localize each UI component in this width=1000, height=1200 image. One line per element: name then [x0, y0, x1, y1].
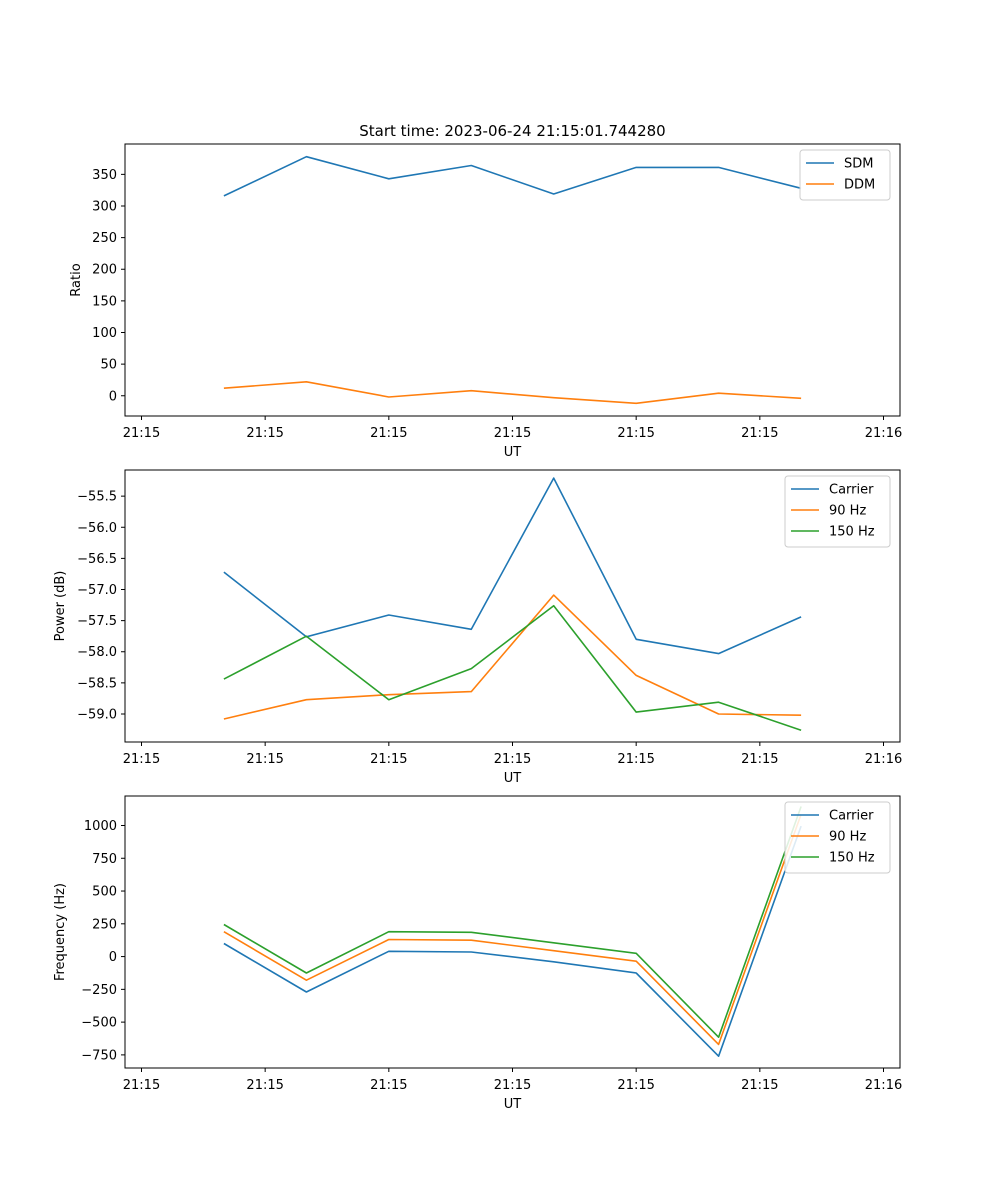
series-line-carrier [223, 477, 802, 655]
x-tick-label: 21:15 [246, 1078, 283, 1093]
x-tick-label: 21:15 [370, 752, 407, 767]
x-tick-label: 21:15 [741, 752, 778, 767]
series-line-90-hz [223, 594, 802, 720]
y-tick-label: −250 [81, 983, 117, 998]
legend-box [784, 475, 891, 548]
y-tick-label: −59.0 [77, 707, 117, 722]
legend: Carrier 90 Hz 150 Hz [784, 475, 891, 548]
y-tick-label: 200 [92, 263, 117, 278]
x-tick-label: 21:15 [246, 426, 283, 441]
y-tick-label: −58.5 [77, 676, 117, 691]
y-tick-label: −500 [81, 1016, 117, 1031]
y-tick-label: −57.0 [77, 583, 117, 598]
y-tick-label: 0 [109, 950, 117, 965]
y-tick-label: 350 [92, 168, 117, 183]
x-tick-label: 21:15 [741, 1078, 778, 1093]
x-axis-label: UT [504, 771, 522, 786]
y-tick-label: −57.5 [77, 614, 117, 629]
y-tick-label: −56.0 [77, 521, 117, 536]
legend-label: 90 Hz [829, 504, 866, 519]
series-line-150-hz [223, 604, 802, 731]
x-tick-label: 21:15 [370, 1078, 407, 1093]
x-tick-label: 21:15 [246, 752, 283, 767]
series-line-90-hz [223, 814, 802, 1046]
y-tick-label: 150 [92, 294, 117, 309]
chart-panel-1: 21:15 21:15 21:15 21:15 21:15 21:15 21:16 UT 0 50… [69, 143, 902, 460]
series-line-ddm [223, 380, 802, 405]
y-axis-label: Power (dB) [53, 571, 68, 642]
chart-panel-2: 21:15 21:15 21:15 21:15 21:15 21:15 21:16 UT −59… [53, 469, 902, 786]
x-tick-label: 21:16 [865, 426, 902, 441]
x-tick-label: 21:15 [617, 426, 654, 441]
y-tick-label: 750 [92, 852, 117, 867]
y-tick-label: −55.5 [77, 490, 117, 505]
legend-label: 150 Hz [829, 851, 875, 866]
series-line-150-hz [223, 806, 802, 1038]
y-tick-label: 100 [92, 326, 117, 341]
x-tick-label: 21:15 [617, 752, 654, 767]
legend-label: Carrier [829, 809, 874, 824]
y-tick-label: 250 [92, 917, 117, 932]
y-tick-label: 1000 [84, 819, 117, 834]
legend-label: Carrier [829, 483, 874, 498]
chart-panel-3: 21:15 21:15 21:15 21:15 21:15 21:15 21:16 UT −75… [53, 795, 902, 1112]
legend-box [784, 801, 891, 874]
y-tick-label: 0 [109, 389, 117, 404]
x-tick-label: 21:15 [494, 426, 531, 441]
legend: Carrier 90 Hz 150 Hz [784, 801, 891, 874]
y-tick-label: −56.5 [77, 552, 117, 567]
y-axis-label: Frequency (Hz) [53, 883, 68, 981]
x-tick-label: 21:16 [865, 752, 902, 767]
x-tick-label: 21:15 [617, 1078, 654, 1093]
y-tick-label: 300 [92, 199, 117, 214]
series-line-sdm [223, 155, 802, 197]
y-tick-label: 50 [100, 358, 117, 373]
x-tick-label: 21:15 [370, 426, 407, 441]
y-axis-label: Ratio [69, 263, 84, 296]
legend-label: DDM [844, 178, 875, 193]
x-tick-label: 21:15 [494, 752, 531, 767]
legend: SDM DDM [799, 149, 891, 201]
x-tick-label: 21:15 [494, 1078, 531, 1093]
legend-label: SDM [844, 157, 873, 172]
x-axis-label: UT [504, 1097, 522, 1112]
x-axis-label: UT [504, 445, 522, 460]
x-tick-label: 21:16 [865, 1078, 902, 1093]
x-tick-label: 21:15 [123, 752, 160, 767]
y-tick-label: 500 [92, 885, 117, 900]
y-tick-label: −58.0 [77, 645, 117, 660]
y-tick-label: −750 [81, 1048, 117, 1063]
series-line-carrier [223, 825, 802, 1057]
figure-title: Start time: 2023-06-24 21:15:01.744280 [359, 122, 665, 140]
x-tick-label: 21:15 [123, 426, 160, 441]
legend-label: 150 Hz [829, 525, 875, 540]
legend-label: 90 Hz [829, 830, 866, 845]
x-tick-label: 21:15 [123, 1078, 160, 1093]
y-tick-label: 250 [92, 231, 117, 246]
x-tick-label: 21:15 [741, 426, 778, 441]
